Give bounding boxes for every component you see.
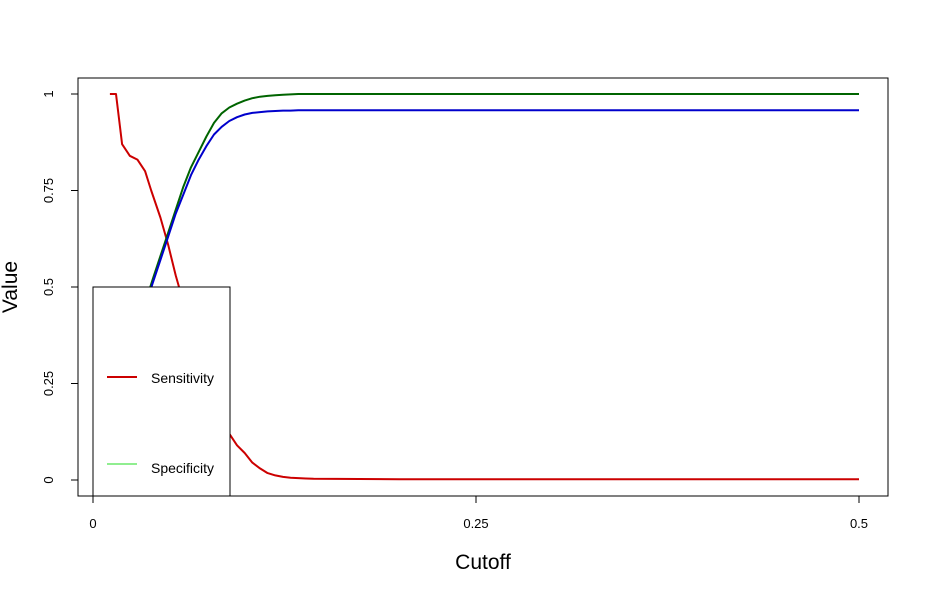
series-line-1 xyxy=(145,93,859,299)
y-tick-label: 0.5 xyxy=(41,278,56,296)
y-tick-label: 1 xyxy=(41,90,56,97)
y-axis-title: Value xyxy=(0,261,22,313)
x-axis-title: Cutoff xyxy=(455,551,511,574)
legend: Sensitivity Specificity xyxy=(92,286,231,497)
x-tick-label: 0.25 xyxy=(463,516,488,531)
y-tick-label: 0.75 xyxy=(41,178,56,203)
series-line-2 xyxy=(145,109,859,303)
x-axis: 0 0.25 0.5 xyxy=(89,495,868,531)
x-tick-label: 0 xyxy=(89,516,96,531)
legend-label-specificity: Specificity xyxy=(151,460,214,476)
y-tick-label: 0.25 xyxy=(41,371,56,396)
legend-box xyxy=(92,286,231,497)
y-tick-label: 0 xyxy=(41,476,56,483)
legend-label-sensitivity: Sensitivity xyxy=(151,370,214,386)
x-tick-label: 0.5 xyxy=(850,516,868,531)
y-axis: 0 0.25 0.5 0.75 1 xyxy=(41,90,79,484)
